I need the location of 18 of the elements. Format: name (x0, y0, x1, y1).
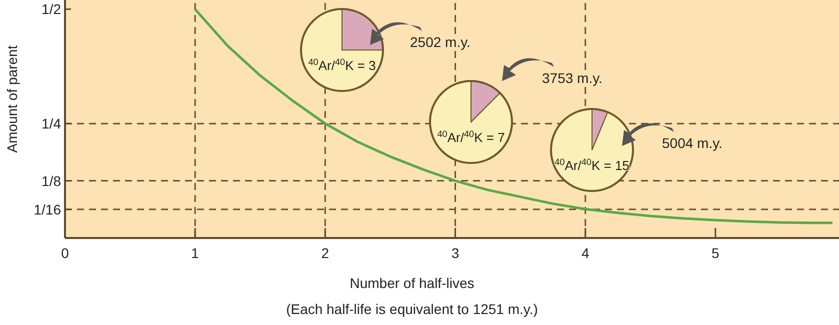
x-tick-label: 3 (451, 245, 460, 261)
x-tick-label: 4 (581, 245, 590, 261)
x-tick-label: 0 (61, 245, 70, 261)
annotation: 5004 m.y. (662, 135, 722, 151)
x-tick-label: 5 (712, 245, 720, 261)
y-tick-label: 1/4 (42, 116, 62, 132)
text: (Each half-life is equivalent to 1251 m.y.) (286, 301, 538, 317)
y-tick-label: 1/8 (42, 172, 62, 189)
y-tick-label: 1/2 (42, 1, 62, 18)
line-series (194, 8, 834, 224)
x-tick-label: 2 (321, 245, 330, 261)
x-axis-title: Number of half-lives (350, 275, 474, 291)
text: $^{40}$Ar/$^{40}$K = 15 (554, 157, 630, 173)
y-tick-label: 1/16 (34, 201, 62, 218)
y-axis-title: Amount of parent (4, 45, 20, 153)
x-tick-label: 1 (191, 245, 200, 261)
text: $^{40}$Ar/$^{40}$K = 7 (437, 129, 505, 145)
text: $^{40}$Ar/$^{40}$K = 3 (308, 57, 376, 73)
